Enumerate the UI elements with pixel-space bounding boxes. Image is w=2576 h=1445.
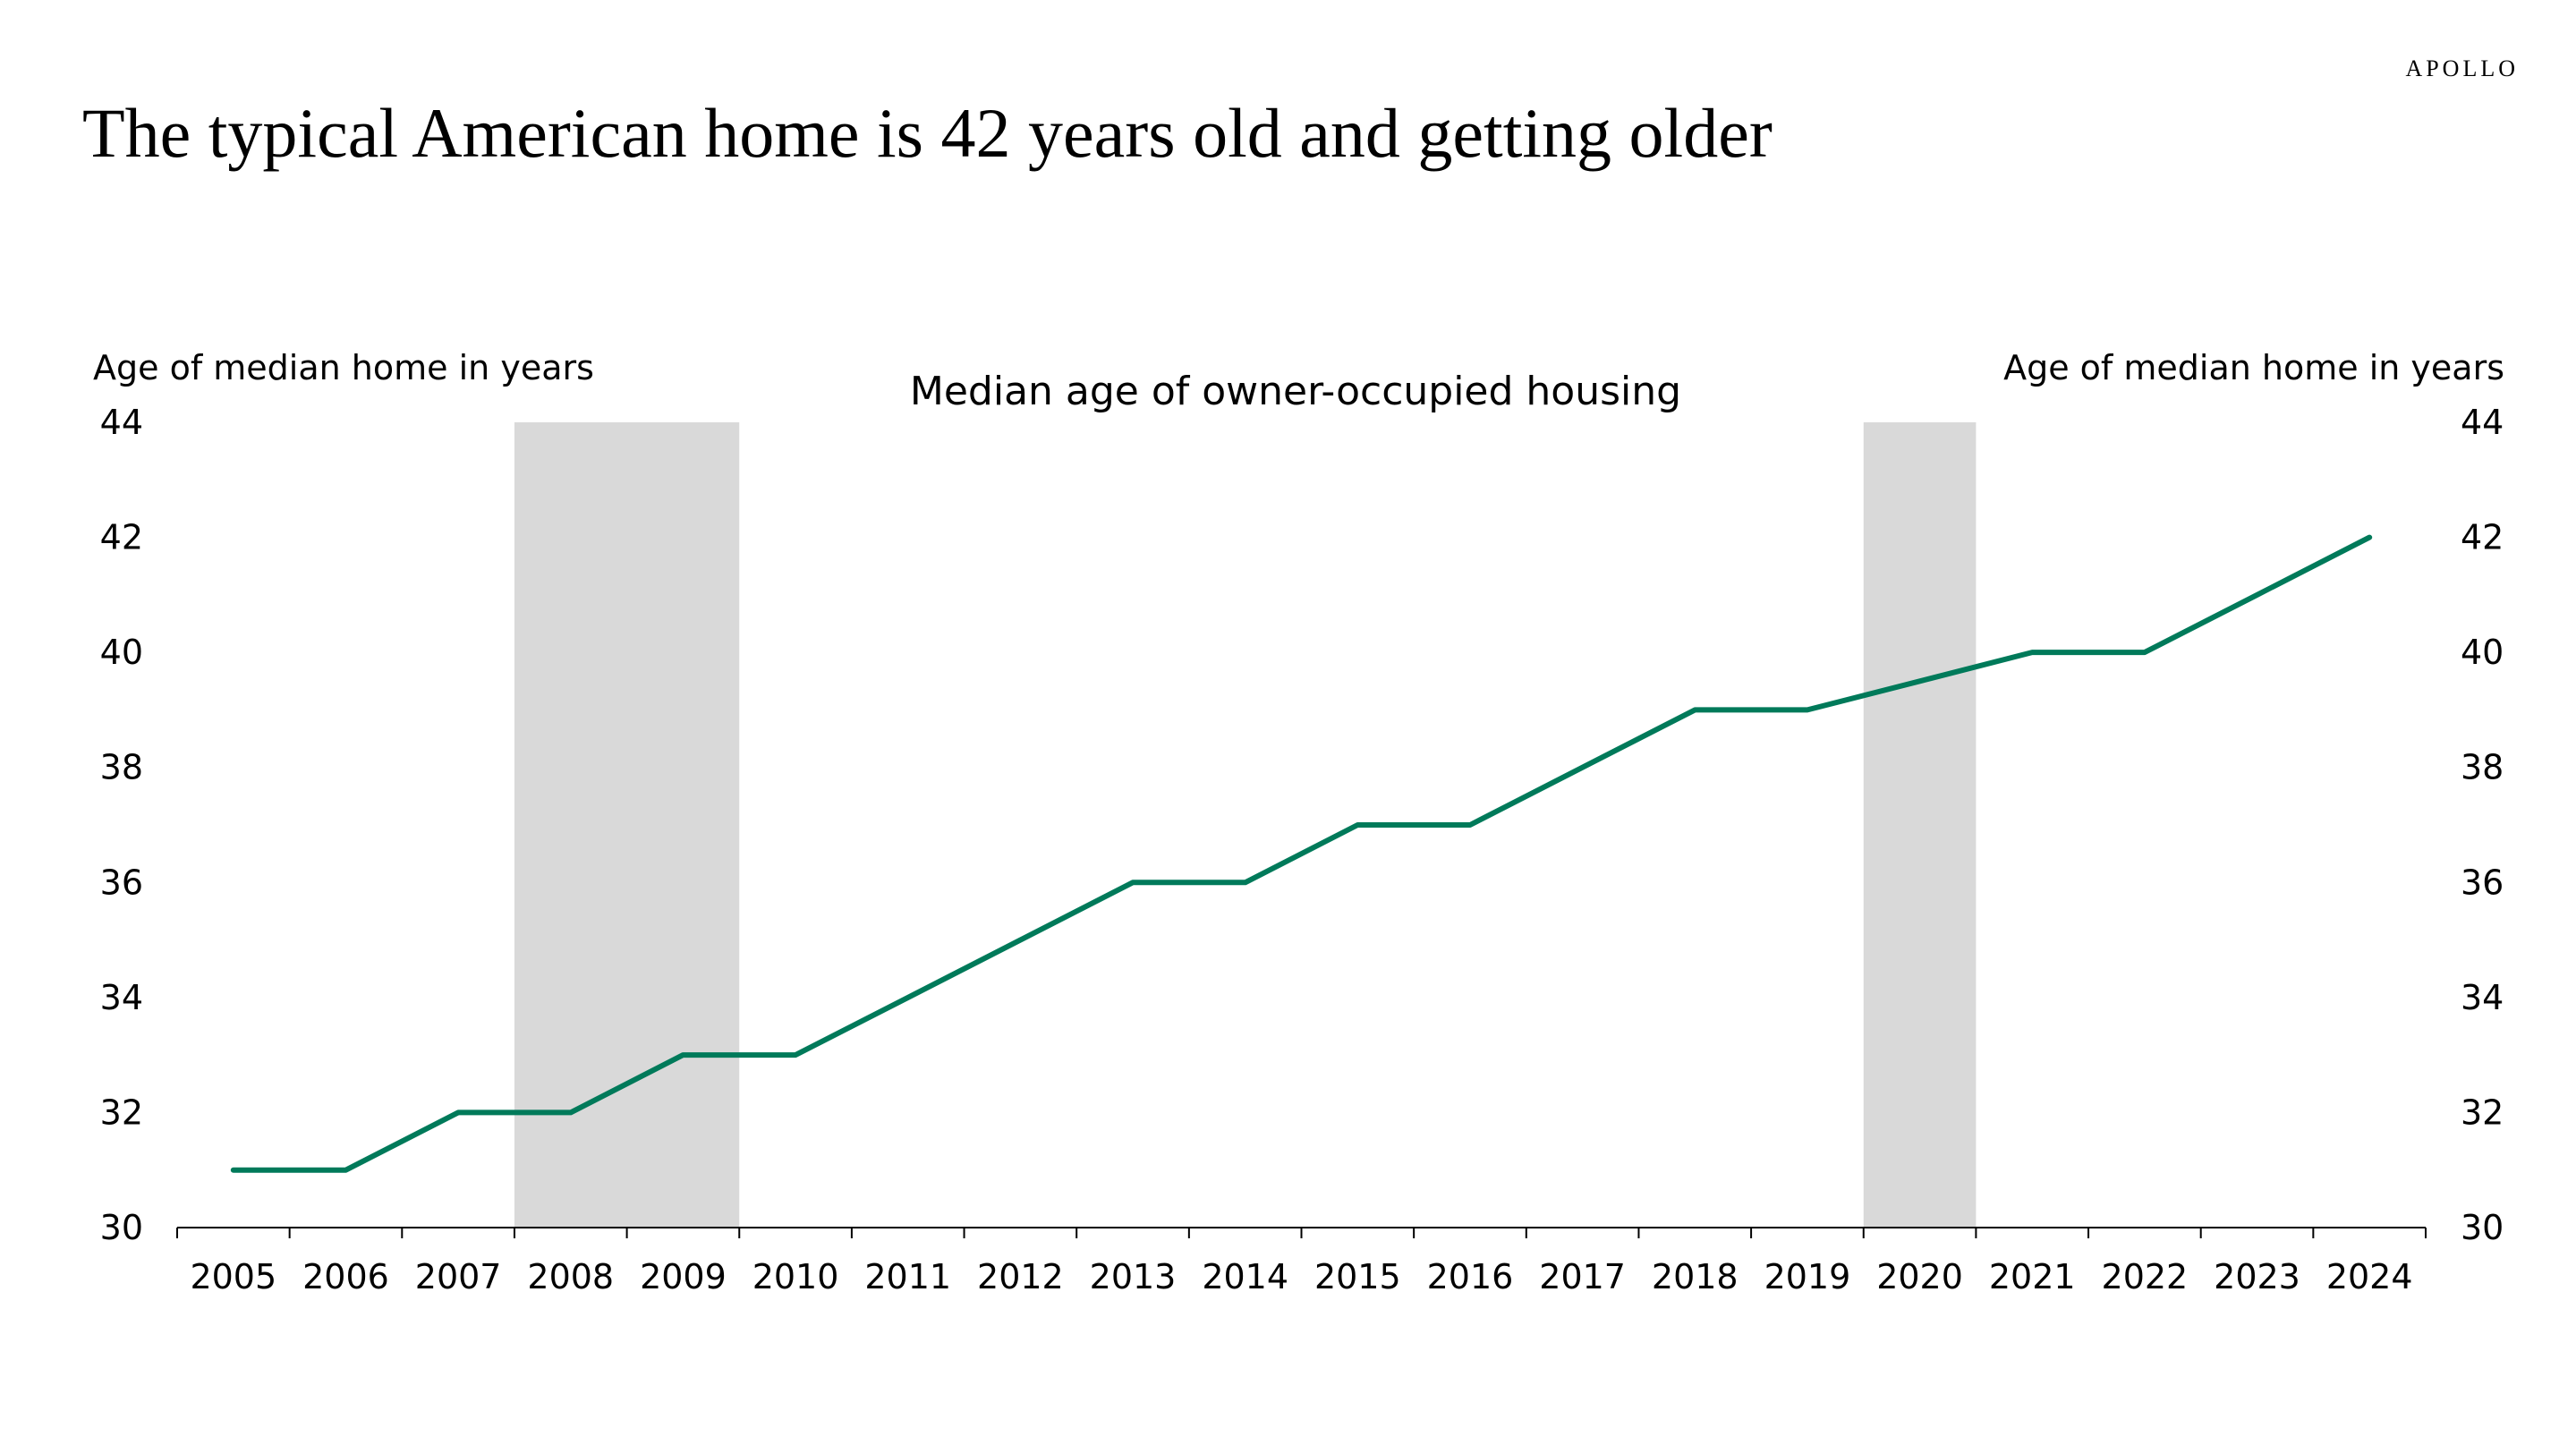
y-tick-label-left: 34: [100, 978, 143, 1017]
data-point: [343, 1168, 348, 1173]
data-point: [905, 995, 911, 1000]
y-tick-label-left: 32: [100, 1092, 143, 1132]
x-tick-label: 2024: [2326, 1257, 2413, 1296]
x-tick-label: 2007: [415, 1257, 502, 1296]
x-tick-label: 2019: [1764, 1257, 1851, 1296]
brand-logo: APOLLO: [2405, 55, 2519, 81]
y-axis-label-right: Age of median home in years: [2003, 348, 2504, 387]
data-point: [1692, 707, 1697, 712]
x-tick-label: 2010: [752, 1257, 839, 1296]
data-point: [1355, 822, 1360, 828]
y-tick-label-left: 30: [100, 1208, 143, 1247]
data-point: [2029, 650, 2035, 655]
data-point: [1130, 880, 1135, 885]
data-point: [680, 1052, 685, 1058]
data-point: [1580, 765, 1586, 770]
y-tick-label-right: 44: [2461, 403, 2504, 442]
y-tick-label-right: 36: [2461, 863, 2504, 902]
x-tick-label: 2023: [2214, 1257, 2300, 1296]
x-tick-label: 2012: [977, 1257, 1064, 1296]
x-tick-label: 2017: [1539, 1257, 1626, 1296]
x-tick-label: 2005: [190, 1257, 276, 1296]
y-tick-label-left: 38: [100, 748, 143, 787]
y-tick-label-left: 44: [100, 403, 143, 442]
label-layer: 2005 2006 2007 2008 2009 2010 2011 2012 2013 2014…: [93, 348, 2504, 1296]
data-point: [2255, 592, 2260, 598]
data-point: [2142, 650, 2147, 655]
data-point: [1917, 678, 1923, 684]
x-tick-label: 2020: [1876, 1257, 1963, 1296]
chart-title: Median age of owner-occupied housing: [910, 369, 1681, 414]
data-point: [2367, 535, 2372, 540]
series-line-0: [230, 534, 2373, 1173]
y-tick-label-right: 30: [2461, 1208, 2504, 1247]
page-title: The typical American home is 42 years ol…: [82, 94, 1773, 172]
data-point: [1243, 880, 1248, 885]
y-tick-label-right: 40: [2461, 633, 2504, 672]
data-point: [455, 1109, 461, 1115]
y-tick-label-right: 38: [2461, 748, 2504, 787]
y-tick-label-left: 42: [100, 518, 143, 557]
x-tick-label: 2011: [864, 1257, 951, 1296]
y-tick-label-left: 36: [100, 863, 143, 902]
data-point: [231, 1168, 236, 1173]
x-tick-label: 2006: [302, 1257, 389, 1296]
y-tick-label-right: 34: [2461, 978, 2504, 1017]
recession-shading-layer: [514, 422, 1977, 1228]
x-tick-label: 2015: [1314, 1257, 1401, 1296]
data-point: [568, 1109, 574, 1115]
x-tick-label: 2014: [1202, 1257, 1288, 1296]
x-tick-label: 2008: [527, 1257, 614, 1296]
y-tick-label-right: 42: [2461, 518, 2504, 557]
recession-shade-1: [1863, 422, 1977, 1228]
data-point: [1017, 938, 1023, 943]
x-tick-label: 2022: [2102, 1257, 2189, 1296]
y-tick-label-left: 40: [100, 633, 143, 672]
y-tick-label-right: 32: [2461, 1092, 2504, 1132]
data-point: [1467, 822, 1473, 828]
x-tick-label: 2018: [1652, 1257, 1739, 1296]
recession-shade-0: [514, 422, 740, 1228]
data-point: [1805, 707, 1810, 712]
y-axis-label-left: Age of median home in years: [93, 348, 594, 387]
x-tick-label: 2016: [1427, 1257, 1514, 1296]
x-tick-label: 2021: [1989, 1257, 2076, 1296]
x-tick-label: 2013: [1090, 1257, 1177, 1296]
x-tick-label: 2009: [640, 1257, 727, 1296]
series-layer: [230, 534, 2373, 1173]
data-point: [793, 1052, 798, 1058]
axis-layer: [176, 1227, 2427, 1238]
